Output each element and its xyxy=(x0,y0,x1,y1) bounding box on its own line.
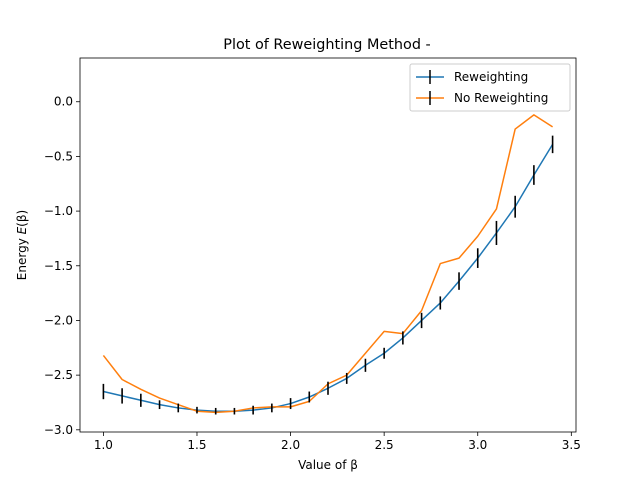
y-tick-label: 0.0 xyxy=(54,95,73,109)
x-tick-label: 2.5 xyxy=(375,438,394,452)
legend-label-no-reweighting: No Reweighting xyxy=(454,91,548,105)
x-tick-label: 1.0 xyxy=(94,438,113,452)
y-tick-label: −2.5 xyxy=(44,368,73,382)
x-axis-label: Value of β xyxy=(298,458,358,472)
x-tick-label: 3.0 xyxy=(468,438,487,452)
y-tick-label: −1.5 xyxy=(44,259,73,273)
x-tick-label: 1.5 xyxy=(187,438,206,452)
y-axis-label-prefix: Energy xyxy=(15,234,29,280)
legend-entry-reweighting: Reweighting xyxy=(416,70,528,84)
chart-title: Plot of Reweighting Method - xyxy=(223,37,430,53)
y-axis-label-symbol: E xyxy=(15,226,29,234)
legend: Reweighting No Reweighting xyxy=(409,63,571,112)
y-tick-label: −1.0 xyxy=(44,204,73,218)
plot-frame xyxy=(79,57,577,433)
y-tick-label: −2.0 xyxy=(44,313,73,327)
legend-label-reweighting: Reweighting xyxy=(454,70,528,84)
y-tick-label: −3.0 xyxy=(44,423,73,437)
x-tick-label: 3.5 xyxy=(562,438,581,452)
y-tick-label: −0.5 xyxy=(44,149,73,163)
legend-entry-no-reweighting: No Reweighting xyxy=(416,91,548,105)
y-axis-label: Energy E(β) xyxy=(15,210,29,280)
y-axis: 0.0 −0.5 −1.0 −1.5 −2.0 −2.5 −3.0 xyxy=(44,95,80,437)
x-axis: 1.0 1.5 2.0 2.5 3.0 3.5 xyxy=(94,432,581,452)
y-axis-label-arg: (β) xyxy=(15,210,29,227)
legend-box xyxy=(409,63,571,112)
errorbar-layer xyxy=(102,135,554,415)
x-tick-label: 2.0 xyxy=(281,438,300,452)
